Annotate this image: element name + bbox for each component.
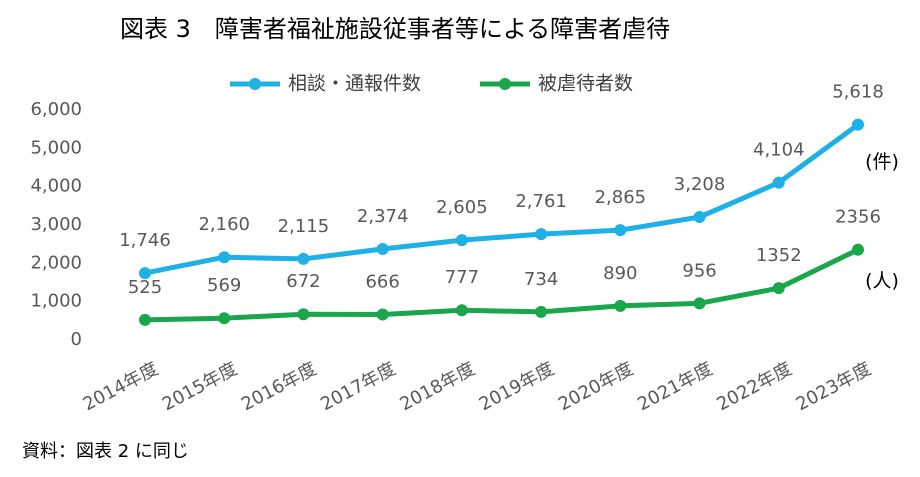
data-point (376, 242, 389, 255)
x-tick-label: 2017年度 (317, 358, 399, 415)
y-tick-label: 3,000 (30, 214, 82, 235)
x-tick-label: 2020年度 (555, 358, 637, 415)
data-label: 5,618 (832, 82, 884, 103)
legend-label: 被虐待者数 (538, 73, 633, 95)
data-label: 2,115 (278, 216, 330, 237)
data-label: 1352 (756, 245, 802, 266)
data-label: 2,865 (595, 187, 647, 208)
x-tick-label: 2016年度 (238, 358, 320, 415)
x-tick-label: 2021年度 (634, 358, 716, 415)
series-line (144, 247, 860, 323)
data-label: 2,761 (515, 191, 567, 212)
data-point (455, 234, 468, 247)
data-point (693, 297, 706, 310)
data-point (852, 243, 864, 256)
y-tick-label: 4,000 (30, 176, 82, 197)
data-point (455, 304, 468, 317)
data-point (772, 282, 785, 295)
y-tick-label: 2,000 (30, 252, 82, 273)
data-point (614, 299, 627, 312)
data-label: 734 (524, 269, 558, 290)
x-tick-label: 2014年度 (80, 358, 162, 415)
data-point (297, 252, 310, 265)
x-tick-label: 2015年度 (159, 358, 241, 415)
data-label: 666 (365, 271, 399, 292)
data-point (139, 267, 151, 280)
data-label: 956 (682, 260, 716, 281)
legend-label: 相談・通報件数 (288, 73, 421, 95)
data-point (297, 308, 310, 321)
data-point (139, 313, 151, 326)
data-point (535, 228, 548, 241)
unit-annotation: (人) (865, 270, 899, 292)
data-point (535, 305, 548, 318)
x-tick-label: 2019年度 (476, 358, 558, 415)
y-tick-label: 0 (71, 329, 82, 350)
x-tick-label: 2023年度 (793, 358, 875, 415)
y-tick-label: 5,000 (30, 137, 82, 158)
data-label: 1,746 (119, 230, 171, 251)
data-label: 2,374 (357, 206, 409, 227)
data-point (218, 312, 231, 325)
data-label: 2,160 (198, 214, 250, 235)
data-point (693, 211, 706, 224)
data-label: 777 (445, 267, 479, 288)
y-tick-label: 1,000 (30, 291, 82, 312)
data-label: 890 (603, 263, 637, 284)
data-label: 569 (207, 275, 241, 296)
data-label: 672 (286, 271, 320, 292)
data-point (772, 176, 785, 189)
legend-marker (249, 78, 261, 90)
y-tick-label: 6,000 (30, 99, 82, 120)
data-point (218, 251, 231, 264)
series-line (144, 122, 860, 276)
data-point (376, 308, 389, 321)
data-label: 3,208 (674, 174, 726, 195)
data-label: 2356 (835, 207, 881, 228)
chart-title: 図表 3 障害者福祉施設従事者等による障害者虐待 (120, 15, 670, 43)
x-tick-label: 2018年度 (396, 358, 478, 415)
data-point (614, 224, 627, 237)
data-point (852, 118, 864, 131)
data-label: 525 (128, 277, 162, 298)
data-label: 2,605 (436, 197, 488, 218)
unit-annotation: (件) (865, 151, 899, 173)
x-tick-label: 2022年度 (713, 358, 795, 415)
data-label: 4,104 (753, 140, 805, 161)
legend-marker (499, 78, 511, 90)
source-note: 資料：図表 2 に同じ (22, 441, 189, 462)
